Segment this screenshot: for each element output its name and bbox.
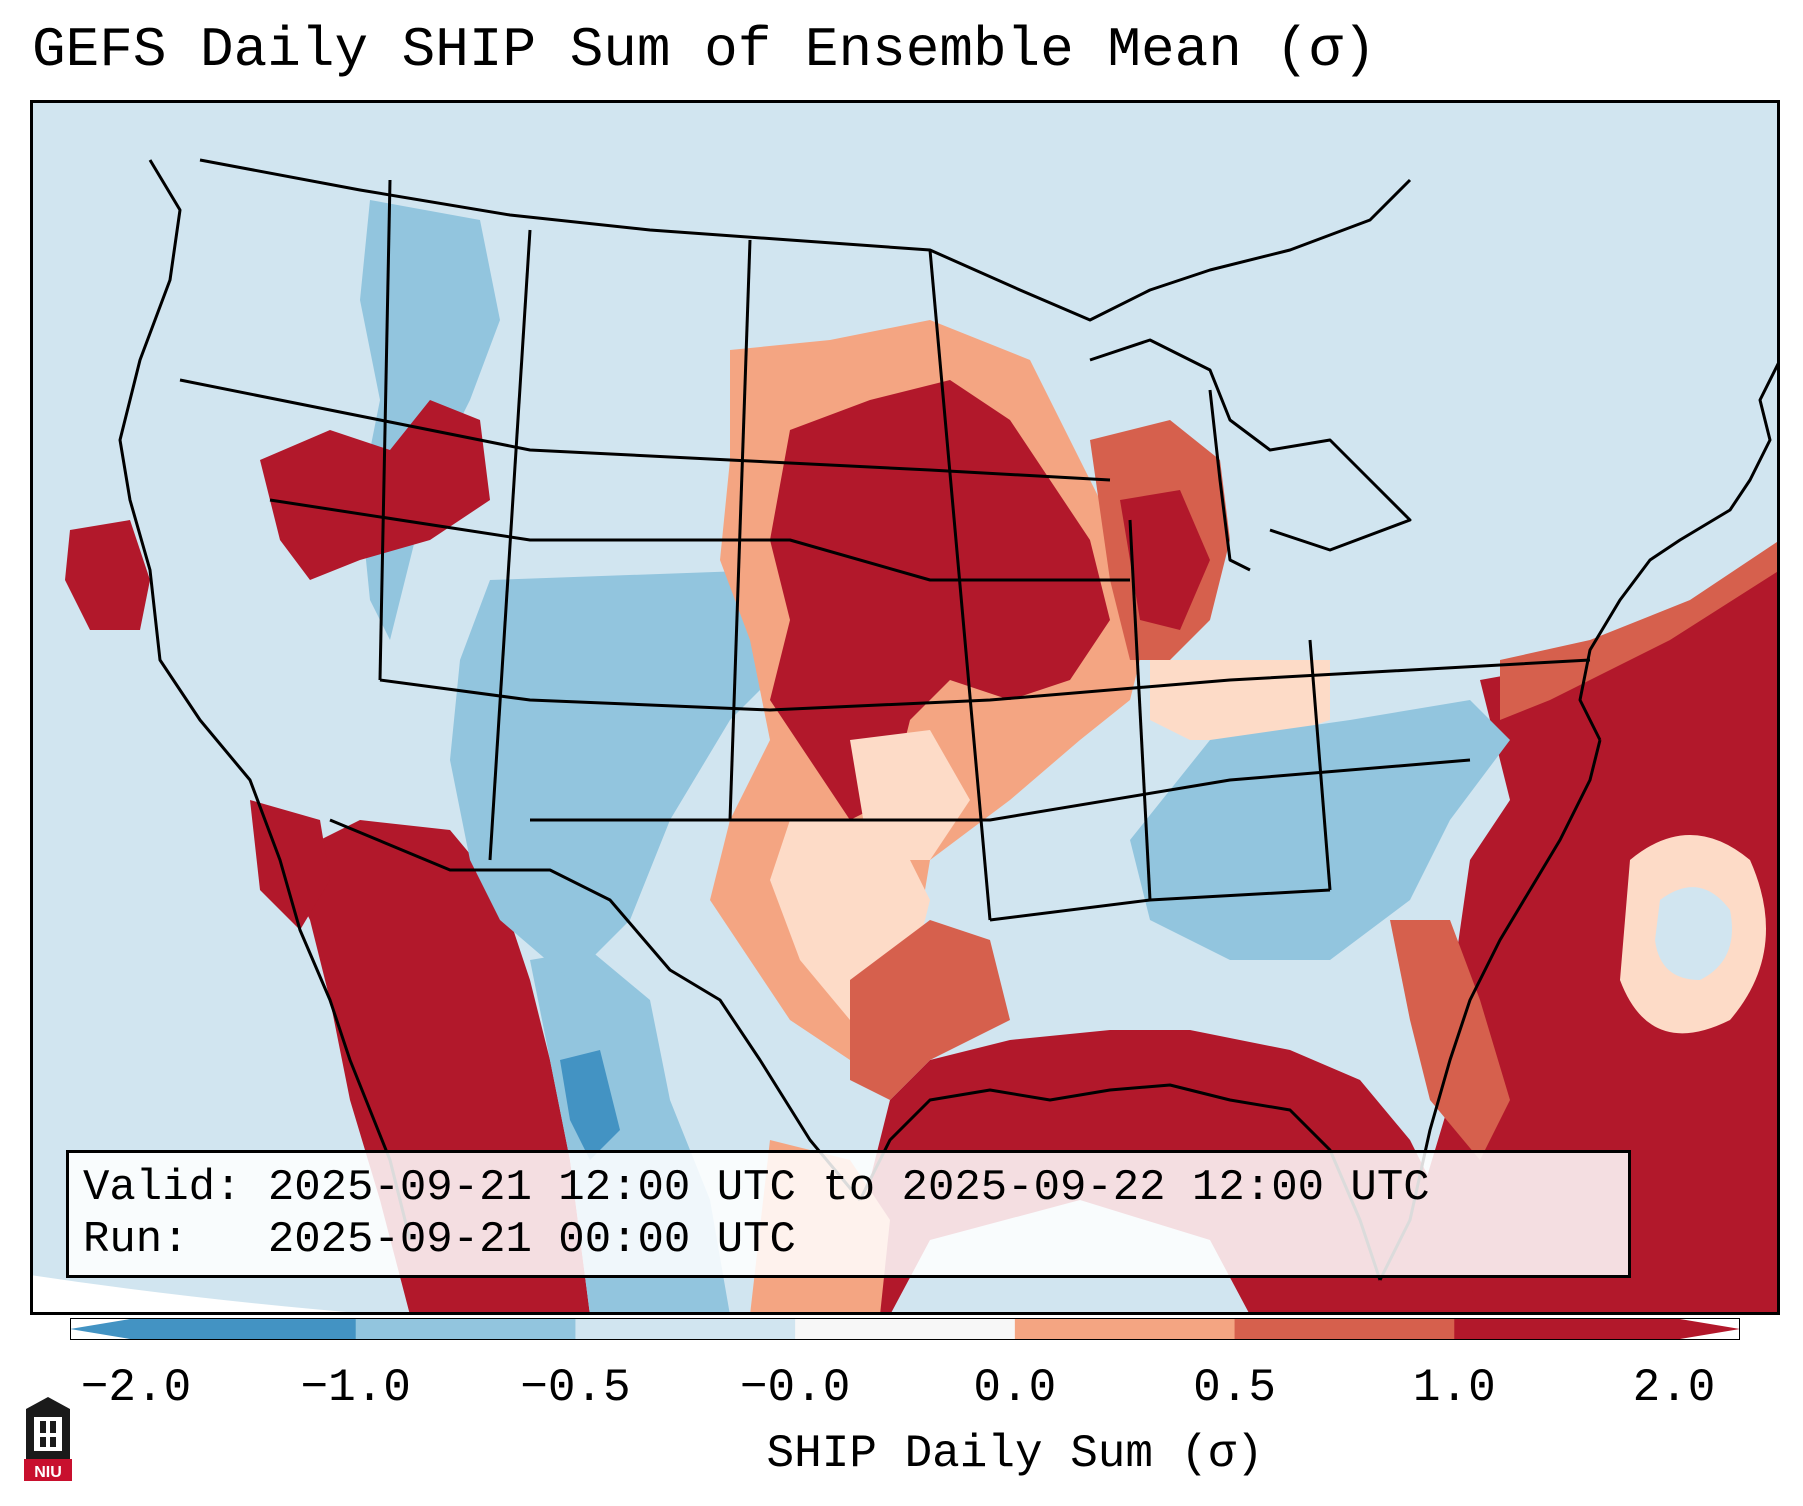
- state-line-4: [530, 758, 1471, 822]
- state-line-2: [269, 498, 1130, 582]
- valid-run-info-box: Valid: 2025-09-21 12:00 UTC to 2025-09-2…: [66, 1150, 1631, 1278]
- colorbar-cell: [1014, 1318, 1236, 1340]
- coastline-west: [118, 159, 412, 1241]
- east-coast: [1578, 359, 1780, 741]
- map-title: GEFS Daily SHIP Sum of Ensemble Mean (σ): [32, 18, 1377, 82]
- run-line: Run: 2025-09-21 00:00 UTC: [83, 1215, 796, 1265]
- colorbar-cell: [1234, 1318, 1455, 1340]
- region-southwest-cool: [450, 570, 790, 980]
- state-line-3: [379, 658, 1591, 712]
- meridian-1: [378, 179, 392, 681]
- colorbar-cell: [136, 1318, 357, 1340]
- map-borders: [118, 158, 1780, 1281]
- meridian-4: [928, 249, 992, 921]
- map-frame: [30, 100, 1780, 1315]
- colorbar-cell: [355, 1318, 576, 1340]
- colorbar-tick-label: 0.5: [1193, 1362, 1276, 1414]
- great-lakes-2: [1208, 389, 1251, 572]
- region-mexico-cool-core: [560, 1050, 620, 1160]
- colorbar-tick-label: 0.0: [973, 1362, 1057, 1414]
- region-atlantic-band: [1500, 540, 1780, 720]
- meridian-5: [1128, 519, 1152, 901]
- border-us-mexico: [329, 818, 862, 1201]
- colorbar-label: SHIP Daily Sum (σ): [766, 1428, 1264, 1480]
- state-line-1: [179, 378, 1111, 482]
- region-atlantic-core: [1655, 887, 1732, 980]
- colorbar-tick-label: −2.0: [80, 1362, 192, 1414]
- region-california-warm: [65, 520, 150, 630]
- region-atlantic-warm: [1420, 550, 1780, 1315]
- ship-map: [30, 100, 1780, 1315]
- canada-border: [199, 158, 1412, 322]
- region-ohio-halo: [1150, 660, 1330, 740]
- logo-text: NIU: [34, 1464, 62, 1481]
- region-gulf-coast-warm: [850, 920, 1010, 1100]
- run-value: 2025-09-21 00:00 UTC: [267, 1215, 796, 1265]
- colorbar-tick-label: 1.0: [1412, 1362, 1496, 1414]
- meridian-6: [1308, 639, 1332, 891]
- region-midwest-core: [1120, 490, 1210, 630]
- colorbar: [70, 1318, 1740, 1340]
- great-lakes: [1089, 338, 1412, 552]
- niu-university-logo-icon: NIU: [24, 1397, 72, 1481]
- colorbar-tick-label: −0.0: [739, 1362, 851, 1414]
- colorbar-tick-label: −1.0: [300, 1362, 411, 1414]
- valid-line: Valid: 2025-09-21 12:00 UTC to 2025-09-2…: [83, 1163, 1430, 1213]
- colorbar-tick-label: −0.5: [520, 1362, 631, 1414]
- region-plains-warm: [770, 380, 1110, 820]
- colorbar-extend-high: [1674, 1318, 1740, 1340]
- valid-value: 2025-09-21 12:00 UTC to 2025-09-22 12:00…: [267, 1163, 1430, 1213]
- meridian-2: [488, 229, 532, 861]
- region-florida-warm: [1390, 920, 1510, 1160]
- region-great-basin-warm: [260, 400, 490, 580]
- colorbar-extend-low: [70, 1318, 136, 1340]
- colorbar-cell: [1454, 1318, 1675, 1340]
- colorbar-cell: [575, 1318, 796, 1340]
- colorbar-tick-label: 2.0: [1632, 1362, 1716, 1414]
- run-label: Run:: [83, 1215, 189, 1265]
- valid-label: Valid:: [83, 1163, 242, 1213]
- meridian-3: [728, 239, 752, 821]
- colorbar-cell: [795, 1318, 1016, 1340]
